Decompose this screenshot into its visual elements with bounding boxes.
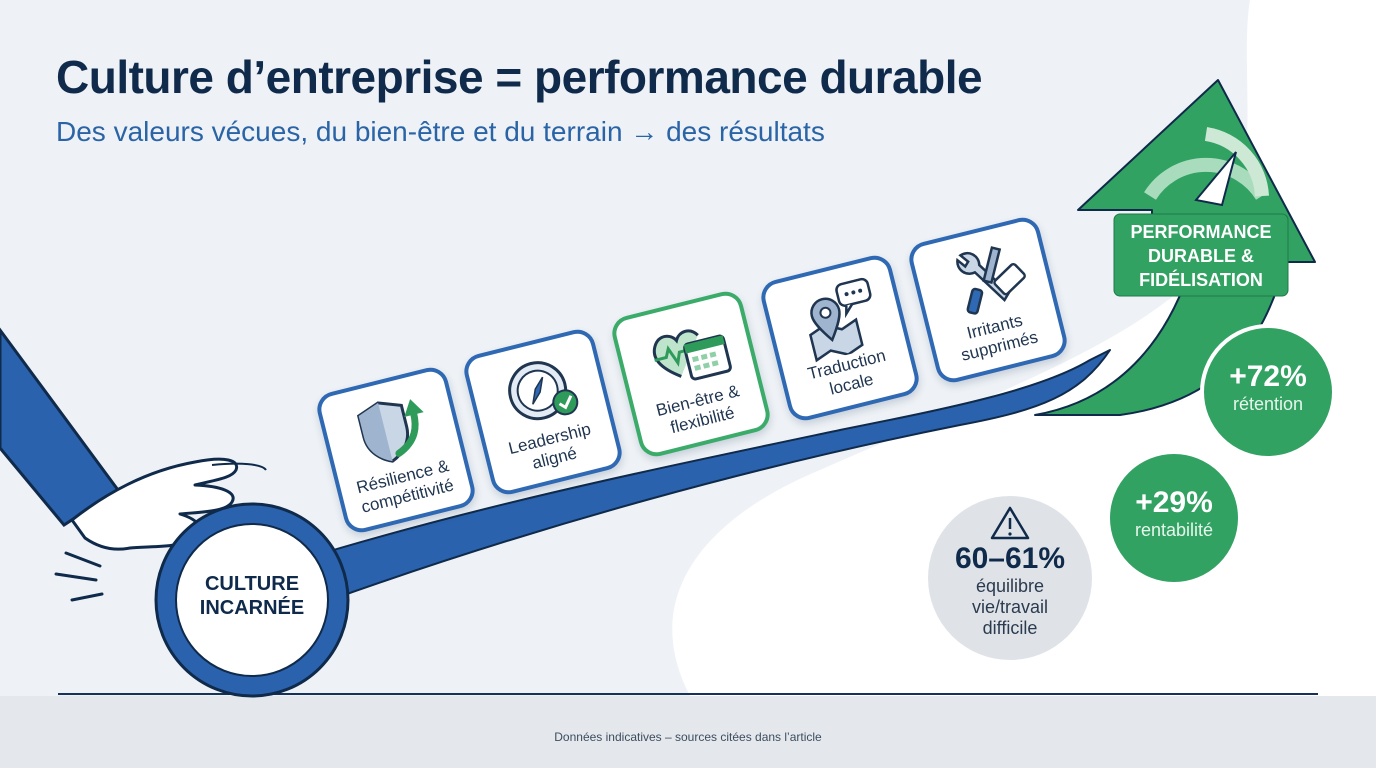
stat-balance-value: 60–61% xyxy=(954,542,1066,575)
tools-eraser-icon xyxy=(956,246,1026,315)
footer-note: Données indicatives – sources citées dan… xyxy=(554,730,822,744)
step-card-resilience: Résilience & compétitivité xyxy=(313,363,479,537)
motion-lines xyxy=(54,572,98,582)
goal-label-box xyxy=(1113,213,1289,297)
arm-sleeve xyxy=(0,327,121,527)
goal-label: PERFORMANCE DURABLE & FIDÉLISATION xyxy=(1130,222,1272,290)
step-card-local: Traduction locale xyxy=(757,251,923,425)
stat-balance: 60–61% équilibre vie/travail difficile xyxy=(930,542,1090,639)
stat-profitability-label: rentabilité xyxy=(1134,520,1214,540)
warning-icon xyxy=(990,506,1030,540)
culture-label: CULTURE INCARNÉE xyxy=(199,573,305,619)
heart-calendar-icon xyxy=(652,329,732,381)
stat-retention-label: rétention xyxy=(1232,394,1304,414)
stat-profitability-value: +29% xyxy=(1135,486,1213,519)
compass-check-icon xyxy=(508,361,579,421)
stat-bubble-retention xyxy=(1200,324,1336,460)
stat-bubble-profitability xyxy=(1106,450,1242,586)
step-card-irritants: Irritants supprimés xyxy=(905,213,1071,387)
stat-balance-label: équilibre vie/travail difficile xyxy=(971,576,1049,638)
gauge-icon xyxy=(1144,127,1269,207)
map-pin-chat-icon xyxy=(808,277,872,363)
stat-retention-value: +72% xyxy=(1229,360,1307,393)
culture-ramp xyxy=(299,349,1111,601)
stat-retention: +72% rétention xyxy=(1202,360,1334,415)
shield-growth-icon xyxy=(356,399,424,463)
page-title: Culture d’entreprise = performance durab… xyxy=(56,51,983,103)
step-card-leadership: Leadership aligné xyxy=(460,325,626,499)
step-card-wellbeing: Bien-être & flexibilité xyxy=(608,287,774,461)
stat-profitability: +29% rentabilité xyxy=(1108,486,1240,541)
page-subtitle: Des valeurs vécues, du bien-être et du t… xyxy=(56,116,825,147)
stat-bubble-balance xyxy=(924,492,1096,664)
